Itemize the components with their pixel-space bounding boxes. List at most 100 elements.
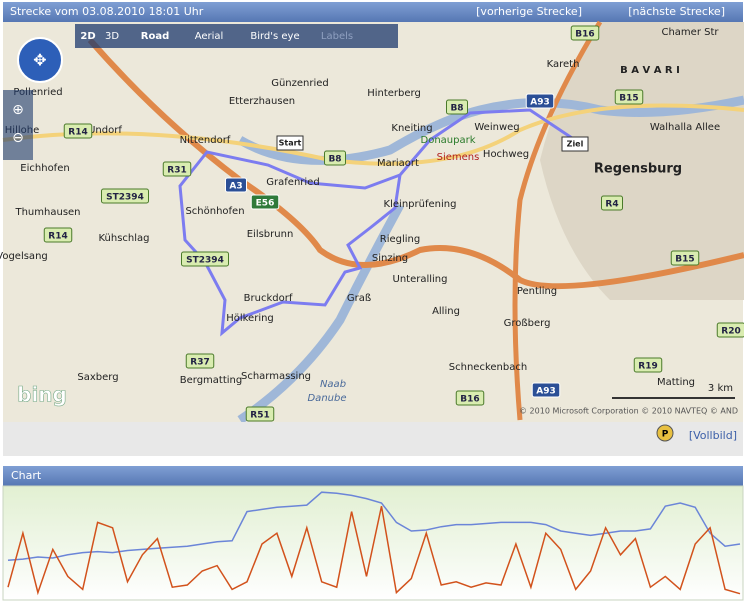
place-label: Bruckdorf <box>244 293 293 304</box>
view-mode[interactable]: Aerial <box>195 31 224 42</box>
place-label: Undorf <box>88 125 122 136</box>
place-label: Walhalla Allee <box>650 122 720 133</box>
road-sign <box>633 357 663 373</box>
road-sign <box>185 353 215 369</box>
place-label: Hölkering <box>226 313 274 324</box>
road-sign-label: ST2394 <box>186 256 224 266</box>
road-sign-label: R14 <box>48 232 67 242</box>
place-label: Unteralling <box>393 274 448 285</box>
route-marker: Ziel <box>567 140 584 149</box>
zoom-out[interactable]: ⊖ <box>12 130 24 146</box>
road-sign <box>570 25 600 41</box>
place-label: Kareth <box>547 59 580 70</box>
place-label: Siemens <box>437 152 480 163</box>
road-sign-label: A3 <box>229 182 242 192</box>
poi-icon[interactable] <box>656 424 674 442</box>
place-label: B A V A R I <box>620 65 680 76</box>
road-sign <box>63 123 93 139</box>
road-sign <box>446 99 468 115</box>
place-label: Günzenried <box>271 78 329 89</box>
view-mode[interactable]: Bird's eye <box>250 31 299 42</box>
pan-arrows: ✥ <box>33 51 46 70</box>
place-label: Thumhausen <box>14 207 80 218</box>
road-sign <box>245 406 275 422</box>
fullscreen-link[interactable]: [Vollbild] <box>689 429 737 442</box>
road-sign-label: B8 <box>328 155 341 165</box>
place-label: Pollenried <box>13 87 62 98</box>
road-sign <box>43 227 73 243</box>
place-label: Etterzhausen <box>229 96 295 107</box>
place-label: Schneckenbach <box>449 362 527 373</box>
motorway <box>512 20 603 421</box>
road-sign <box>531 382 561 398</box>
road-sign <box>225 177 247 193</box>
road-sign <box>601 195 623 211</box>
bing-logo: bing <box>17 383 67 407</box>
copyright: © 2010 Microsoft Corporation © 2010 NAVT… <box>519 407 738 416</box>
river <box>237 202 404 424</box>
road-sign <box>162 161 192 177</box>
place-label: Kühschlag <box>98 233 149 244</box>
place-label: Eilsbrunn <box>247 229 294 240</box>
map-footer <box>3 422 743 456</box>
place-label: Nittendorf <box>180 135 231 146</box>
chart-header <box>3 466 743 486</box>
route-title: Strecke vom 03.08.2010 18:01 Uhr <box>10 5 204 18</box>
header-bar <box>3 2 743 22</box>
zoom-panel <box>3 90 33 160</box>
route-marker: Start <box>279 139 302 148</box>
pan-control[interactable] <box>17 37 63 83</box>
scale-label: 3 km <box>708 383 733 394</box>
zoom-in[interactable]: ⊕ <box>12 102 24 118</box>
road-sign-label: R4 <box>605 200 618 210</box>
place-label: Riegling <box>380 234 420 245</box>
place-label: Alling <box>432 306 460 317</box>
place-label: Graß <box>347 293 371 304</box>
map[interactable]: Pollenried Günzenried Etterzhausen Hinterbe… <box>0 20 744 424</box>
prev-link[interactable]: [vorherige Strecke] <box>476 5 582 18</box>
road-sign-label: R51 <box>250 411 269 421</box>
road-sign <box>525 93 555 109</box>
place-label: Kleinprüfening <box>384 199 457 210</box>
road-sign <box>716 322 744 338</box>
road-sign-label: R20 <box>721 327 740 337</box>
view-mode[interactable]: 2D <box>80 31 95 42</box>
place-label: Eichhofen <box>20 163 69 174</box>
view-mode[interactable]: Labels <box>321 31 353 42</box>
road-sign-label: E56 <box>256 199 275 209</box>
place-label: Matting <box>657 377 695 388</box>
view-mode[interactable]: Road <box>141 31 169 42</box>
place-label: Kneiting <box>391 123 432 134</box>
road-sign <box>250 194 280 210</box>
place-label: Danube <box>307 393 346 404</box>
road <box>2 103 744 166</box>
marker-box <box>276 135 304 151</box>
road-sign-label: B15 <box>619 94 638 104</box>
place-label: Naab <box>320 379 346 390</box>
place-label: Schönhofen <box>185 206 244 217</box>
route <box>178 108 576 337</box>
road-sign-label: R31 <box>167 166 186 176</box>
place-label: Donaupark <box>421 135 476 146</box>
data-line <box>7 506 741 596</box>
place-label: Weinweg <box>474 122 519 133</box>
marker-box <box>561 136 589 152</box>
road-sign <box>455 390 485 406</box>
road-sign-label: A93 <box>536 387 556 397</box>
road-sign-label: B16 <box>575 30 594 40</box>
place-label: Scharmassing <box>241 371 311 382</box>
place-label: Sinzing <box>372 253 408 264</box>
next-link[interactable]: [nächste Strecke] <box>628 5 725 18</box>
poi-icon-label: P <box>662 430 669 440</box>
road-sign-label: B15 <box>675 255 694 265</box>
place-label: Großberg <box>504 318 551 329</box>
place-label: Grafenried <box>266 177 319 188</box>
road-sign-label: B8 <box>450 104 463 114</box>
place-label: Mariaort <box>377 158 419 169</box>
place-label: Regensburg <box>594 162 682 177</box>
place-label: Saxberg <box>77 372 118 383</box>
view-mode[interactable]: 3D <box>105 31 119 42</box>
place-label: Chamer Str <box>661 27 719 38</box>
